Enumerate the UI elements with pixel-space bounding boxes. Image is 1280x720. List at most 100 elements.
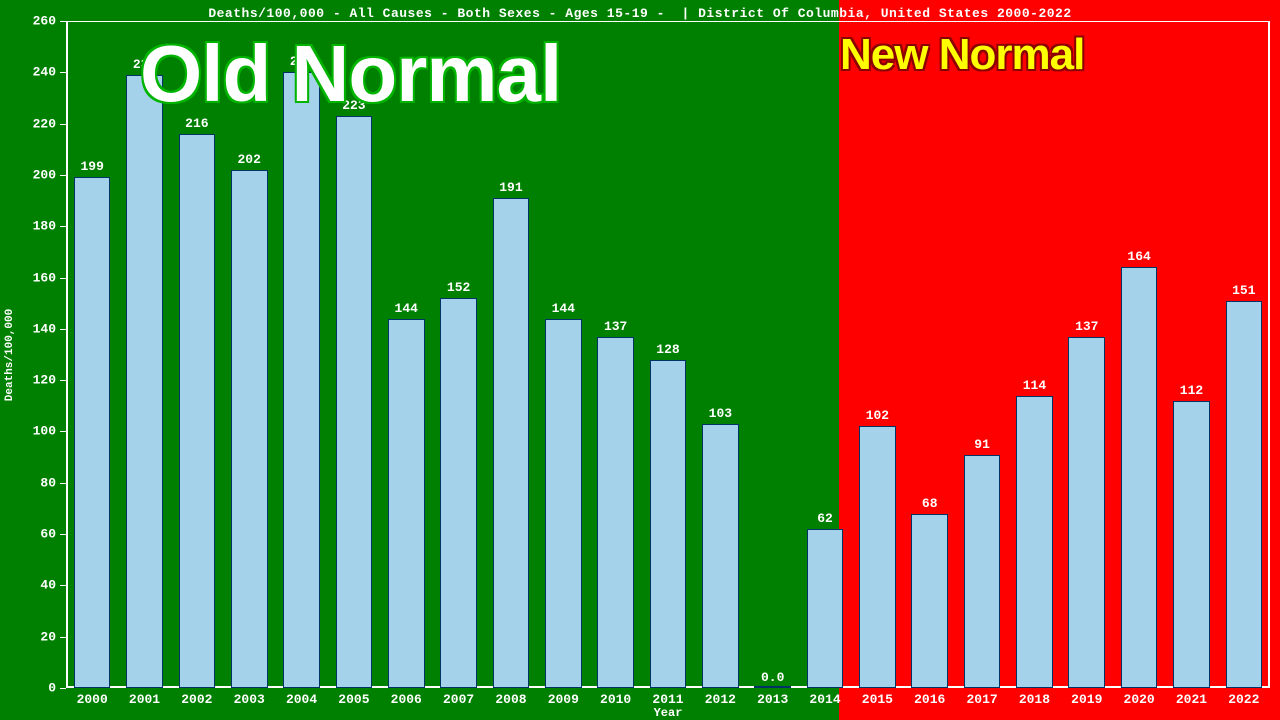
y-tick-label: 0 — [48, 681, 56, 696]
x-tick-label: 2016 — [914, 692, 945, 707]
x-tick-label: 2009 — [548, 692, 579, 707]
x-tick-label: 2007 — [443, 692, 474, 707]
x-tick-label: 2013 — [757, 692, 788, 707]
overlay-text-1: New Normal — [840, 30, 1084, 80]
bar — [545, 319, 582, 688]
bar-value-label: 164 — [1127, 249, 1150, 264]
y-tick-mark — [60, 483, 66, 484]
y-tick-label: 20 — [40, 629, 56, 644]
bar-value-label: 202 — [238, 152, 261, 167]
bar — [283, 72, 320, 688]
bar-value-label: 112 — [1180, 383, 1203, 398]
bar — [1173, 401, 1210, 688]
y-tick-label: 220 — [33, 116, 56, 131]
x-tick-label: 2002 — [181, 692, 212, 707]
x-tick-label: 2018 — [1019, 692, 1050, 707]
bar — [1226, 301, 1263, 688]
bar — [179, 134, 216, 688]
bar-value-label: 191 — [499, 180, 522, 195]
bar-value-label: 128 — [656, 342, 679, 357]
x-tick-label: 2000 — [77, 692, 108, 707]
y-tick-mark — [60, 329, 66, 330]
bar — [807, 529, 844, 688]
bar — [754, 686, 791, 688]
y-tick-label: 240 — [33, 65, 56, 80]
bar — [859, 426, 896, 688]
bar — [597, 337, 634, 688]
x-axis-label: Year — [654, 706, 683, 720]
y-tick-mark — [60, 226, 66, 227]
x-tick-label: 2011 — [652, 692, 683, 707]
y-tick-label: 260 — [33, 14, 56, 29]
x-tick-label: 2022 — [1228, 692, 1259, 707]
bar-value-label: 152 — [447, 280, 470, 295]
x-tick-label: 2006 — [391, 692, 422, 707]
bar-value-label: 0.0 — [761, 670, 784, 685]
bar — [440, 298, 477, 688]
y-tick-label: 200 — [33, 167, 56, 182]
bar-value-label: 151 — [1232, 283, 1255, 298]
y-tick-label: 160 — [33, 270, 56, 285]
bar — [1016, 396, 1053, 688]
x-tick-label: 2019 — [1071, 692, 1102, 707]
y-tick-label: 40 — [40, 578, 56, 593]
bar-value-label: 144 — [395, 301, 418, 316]
y-tick-mark — [60, 175, 66, 176]
y-tick-mark — [60, 380, 66, 381]
x-tick-label: 2005 — [338, 692, 369, 707]
y-axis-label: Deaths/100,000 — [4, 308, 16, 400]
x-tick-label: 2004 — [286, 692, 317, 707]
x-tick-label: 2001 — [129, 692, 160, 707]
x-tick-label: 2010 — [600, 692, 631, 707]
bar — [231, 170, 268, 688]
overlay-text-0: Old Normal — [140, 28, 561, 120]
bar-value-label: 68 — [922, 496, 938, 511]
y-tick-mark — [60, 278, 66, 279]
x-tick-label: 2008 — [495, 692, 526, 707]
y-axis-line — [66, 21, 68, 688]
bar — [336, 116, 373, 688]
x-tick-label: 2020 — [1124, 692, 1155, 707]
x-axis-top-line — [66, 21, 1270, 22]
bar-value-label: 199 — [80, 159, 103, 174]
bar-value-label: 103 — [709, 406, 732, 421]
bar-value-label: 114 — [1023, 378, 1046, 393]
y-axis-right-line — [1268, 21, 1270, 688]
bar-value-label: 62 — [817, 511, 833, 526]
y-tick-mark — [60, 585, 66, 586]
y-tick-mark — [60, 21, 66, 22]
bar — [74, 177, 111, 688]
bar — [493, 198, 530, 688]
y-tick-mark — [60, 124, 66, 125]
bar-value-label: 102 — [866, 408, 889, 423]
bar-value-label: 91 — [974, 437, 990, 452]
y-tick-mark — [60, 431, 66, 432]
chart-stage: Deaths/100,000 - All Causes - Both Sexes… — [0, 0, 1280, 720]
y-tick-mark — [60, 637, 66, 638]
x-tick-label: 2017 — [966, 692, 997, 707]
bar — [388, 319, 425, 688]
bar-value-label: 137 — [604, 319, 627, 334]
y-tick-mark — [60, 72, 66, 73]
bar — [702, 424, 739, 688]
bar — [911, 514, 948, 688]
bar-value-label: 137 — [1075, 319, 1098, 334]
y-tick-label: 80 — [40, 475, 56, 490]
x-tick-label: 2003 — [234, 692, 265, 707]
x-tick-label: 2015 — [862, 692, 893, 707]
y-tick-label: 140 — [33, 321, 56, 336]
plot-area: 020406080100120140160180200220240260 199… — [66, 21, 1270, 688]
bar — [126, 75, 163, 688]
y-tick-label: 100 — [33, 424, 56, 439]
x-tick-label: 2012 — [705, 692, 736, 707]
y-tick-mark — [60, 534, 66, 535]
x-tick-label: 2014 — [809, 692, 840, 707]
y-tick-label: 60 — [40, 527, 56, 542]
y-tick-mark — [60, 688, 66, 689]
y-tick-label: 120 — [33, 373, 56, 388]
bar — [964, 455, 1001, 688]
x-tick-label: 2021 — [1176, 692, 1207, 707]
bar — [1068, 337, 1105, 688]
y-tick-label: 180 — [33, 219, 56, 234]
bar — [1121, 267, 1158, 688]
